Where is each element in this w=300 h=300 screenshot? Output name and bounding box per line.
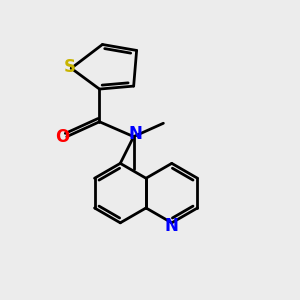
Text: N: N [165,217,179,235]
Text: S: S [64,58,76,76]
Text: N: N [128,125,142,143]
Text: O: O [55,128,69,146]
